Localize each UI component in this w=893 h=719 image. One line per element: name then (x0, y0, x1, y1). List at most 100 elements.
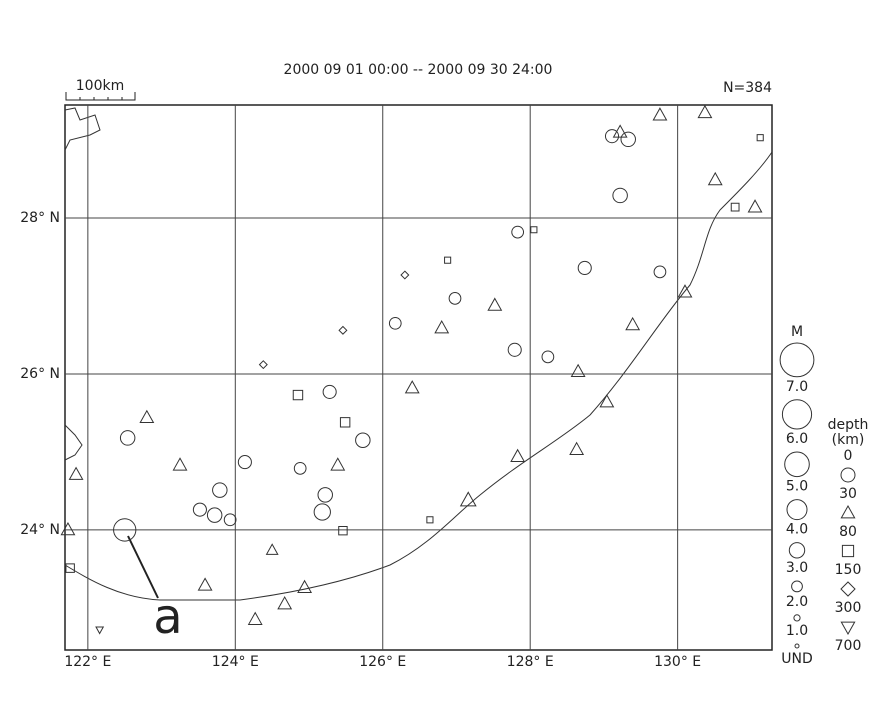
earthquake (677, 284, 693, 298)
earthquake (277, 596, 293, 610)
earthquake (612, 124, 628, 138)
legend-label: 6.0 (786, 431, 808, 447)
earthquake (293, 461, 307, 475)
title: 2000 09 01 00:00 -- 2000 09 30 24:00 (284, 62, 553, 78)
map-frame (64, 104, 773, 651)
lon-label: 128° E (507, 654, 554, 670)
legend-label: 150 (835, 562, 862, 578)
legend-label: 2.0 (786, 594, 808, 610)
legend-label: 4.0 (786, 522, 808, 538)
earthquake (653, 265, 667, 279)
legend-label: 7.0 (786, 379, 808, 395)
earthquake (448, 292, 462, 305)
earthquake (330, 457, 346, 471)
earthquake (530, 226, 538, 234)
earthquake (730, 202, 740, 212)
earthquake (426, 516, 434, 524)
earthquake (459, 491, 477, 507)
legend-label: 300 (835, 600, 862, 616)
earthquake (652, 107, 668, 121)
coastline (64, 151, 773, 601)
legend-label: UND (781, 651, 813, 667)
earthquake (388, 316, 402, 330)
earthquake (511, 225, 525, 239)
earthquake (577, 260, 592, 276)
legend-label: 0 (844, 448, 853, 464)
legend-symbol (840, 467, 856, 483)
earthquake (65, 563, 75, 573)
earthquake (625, 316, 641, 331)
earthquake (197, 577, 213, 591)
legend-circle (779, 342, 815, 378)
legend-circle (786, 499, 808, 521)
legend-label: 3.0 (786, 560, 808, 576)
earthquake (400, 270, 410, 280)
earthquake (339, 417, 351, 428)
legend-circle (784, 451, 810, 478)
lon-label: 122° E (64, 654, 111, 670)
earthquake (258, 360, 268, 370)
earthquake (212, 482, 228, 498)
legend-title: depth (828, 417, 869, 433)
annotation: a (153, 589, 182, 645)
earthquake (265, 543, 279, 555)
earthquake (612, 187, 628, 204)
legend-label: 700 (835, 638, 862, 654)
earthquake (237, 455, 252, 470)
count-label: N=384 (723, 80, 772, 96)
legend-circle (793, 614, 801, 622)
earthquake (206, 507, 223, 523)
scale-label: 100km (76, 78, 124, 94)
legend-symbol (840, 581, 856, 597)
legend-label: 5.0 (786, 479, 808, 495)
earthquake (113, 518, 137, 542)
earthquake (60, 521, 76, 536)
legend-circle (791, 580, 803, 593)
earthquake (192, 502, 207, 517)
earthquake (620, 131, 636, 148)
earthquake (507, 342, 522, 357)
earthquake (95, 626, 105, 635)
legend-label: 1.0 (786, 623, 808, 639)
earthquake (313, 503, 331, 521)
annotation-line (127, 535, 159, 599)
lat-label: 24° N (20, 522, 60, 538)
lat-label: 26° N (20, 366, 60, 382)
legend-title: M (791, 324, 803, 340)
earthquake (247, 611, 263, 625)
lon-label: 130° E (654, 654, 701, 670)
earthquake (604, 129, 620, 144)
earthquake (68, 466, 84, 480)
lat-label: 28° N (20, 210, 60, 226)
earthquake (756, 134, 764, 142)
earthquake (338, 525, 348, 536)
legend-symbol (840, 504, 856, 519)
legend-circle (781, 399, 813, 430)
earthquake (510, 448, 526, 462)
earthquake (434, 320, 450, 334)
earthquake (404, 380, 420, 394)
earthquake (707, 171, 723, 186)
lon-label: 126° E (359, 654, 406, 670)
earthquake (119, 430, 136, 446)
legend-circle (794, 643, 800, 649)
coast-fragment (64, 107, 101, 461)
earthquake (292, 389, 304, 401)
earthquake (338, 325, 348, 335)
earthquake (172, 457, 188, 471)
earthquake (355, 432, 371, 449)
earthquake (570, 363, 586, 378)
earthquake (139, 409, 155, 424)
earthquake (297, 579, 313, 593)
legend-label: 30 (839, 486, 857, 502)
legend-label: 80 (839, 524, 857, 540)
lon-label: 124° E (212, 654, 259, 670)
legend-symbol (841, 544, 855, 558)
earthquake (487, 297, 503, 311)
earthquake (599, 394, 615, 408)
earthquake (322, 384, 337, 399)
legend-symbol (840, 621, 856, 636)
legend-circle (788, 542, 806, 559)
earthquake (541, 350, 555, 364)
